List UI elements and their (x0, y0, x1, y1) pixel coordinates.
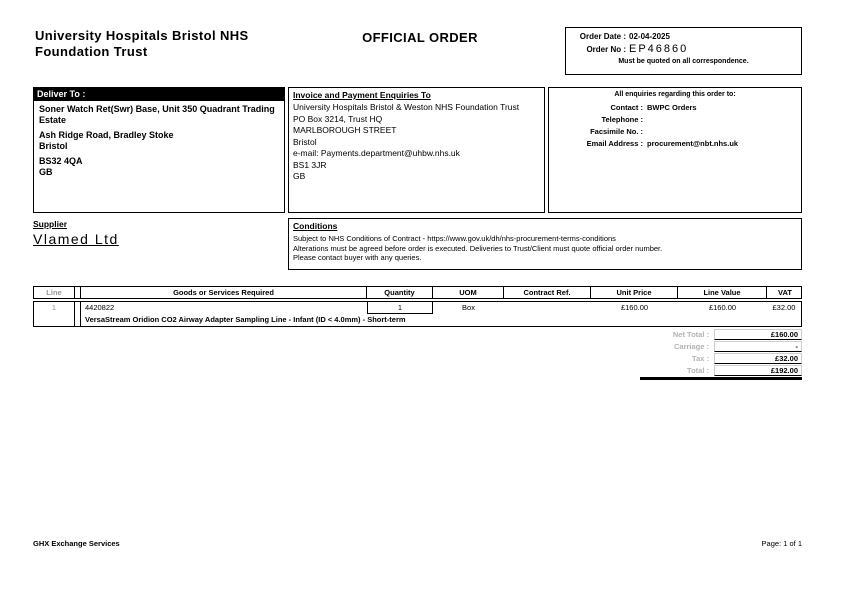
conditions-header: Conditions (293, 221, 338, 231)
col-header-contract-ref: Contract Ref. (504, 287, 591, 298)
row-vat: £32.00 (772, 303, 796, 312)
row-item-description: VersaStream Oridion CO2 Airway Adapter S… (85, 315, 406, 324)
email-label: Email Address : (586, 139, 643, 148)
carriage-value: - (714, 341, 802, 352)
invoice-line: University Hospitals Bristol & Weston NH… (293, 102, 520, 112)
items-table-header: Line Goods or Services Required Quantity… (33, 286, 802, 299)
contact-row: Contact : BWPC Orders (549, 102, 801, 114)
conditions-line: Subject to NHS Conditions of Contract - … (293, 234, 616, 243)
col-header-unit-price: Unit Price (591, 287, 678, 298)
tax-label: Tax : (692, 354, 709, 363)
invoice-line: GB (293, 171, 306, 181)
supplier-header: Supplier (33, 219, 68, 229)
row-line-value: £160.00 (708, 303, 737, 312)
col-header-line-value: Line Value (678, 287, 767, 298)
invoice-address: University Hospitals Bristol & Weston NH… (293, 102, 540, 183)
col-header-uom: UOM (433, 287, 504, 298)
table-row: 1 4420822 1 Box £160.00 £160.00 £32.00 V… (33, 301, 802, 327)
invoice-line: BS1 3JR (293, 159, 327, 170)
net-total-label: Net Total : (672, 330, 709, 339)
invoice-line: MARLBOROUGH STREET (293, 125, 397, 135)
telephone-row: Telephone : (549, 114, 801, 126)
deliver-to-address: Soner Watch Ret(Swr) Base, Unit 350 Quad… (34, 101, 284, 181)
deliver-to-header: Deliver To : (34, 88, 284, 101)
conditions-text: Subject to NHS Conditions of Contract - … (293, 234, 797, 263)
deliver-line: Soner Watch Ret(Swr) Base, Unit 350 Quad… (39, 104, 275, 125)
document-title: OFFICIAL ORDER (362, 30, 478, 45)
row-spacer-cell (75, 302, 81, 326)
trust-name-line2: Foundation Trust (35, 44, 148, 59)
order-no-row: Order No : EP46860 (566, 43, 801, 56)
order-date-row: Order Date : 02-04-2025 (566, 31, 801, 43)
invoice-line: Bristol (293, 136, 317, 147)
order-no-label: Order No : (586, 45, 626, 54)
facsimile-label: Facsimile No. : (590, 127, 643, 136)
contact-value: BWPC Orders (647, 103, 697, 112)
invoice-line: PO Box 3214, Trust HQ (293, 113, 383, 124)
order-date-label: Order Date : (579, 32, 626, 41)
conditions-line: Please contact buyer with any queries. (293, 253, 422, 262)
conditions-line: Alterations must be agreed before order … (293, 243, 663, 253)
col-header-goods: Goods or Services Required (81, 287, 367, 298)
order-info-box: Order Date : 02-04-2025 Order No : EP468… (565, 27, 802, 75)
col-header-quantity: Quantity (367, 287, 433, 298)
row-item-code: 4420822 (85, 303, 115, 312)
order-note: Must be quoted on all correspondence. (618, 58, 749, 65)
row-unit-price: £160.00 (620, 303, 649, 312)
telephone-label: Telephone : (601, 115, 643, 124)
invoice-email-line: e-mail: Payments.department@uhbw.nhs.uk (293, 148, 460, 158)
row-contract-ref (504, 302, 591, 314)
contact-label: Contact : (610, 103, 644, 112)
conditions-box: Conditions Subject to NHS Conditions of … (288, 218, 802, 270)
total-value: £192.00 (714, 365, 802, 376)
row-uom: Box (462, 303, 475, 312)
order-no-value: EP46860 (629, 43, 689, 55)
deliver-line: Bristol (39, 141, 68, 151)
net-total-value: £160.00 (714, 329, 802, 340)
invoice-enquiries-header: Invoice and Payment Enquiries To (293, 90, 431, 100)
trust-name: University Hospitals Bristol NHS Foundat… (35, 28, 315, 60)
deliver-to-box: Deliver To : Soner Watch Ret(Swr) Base, … (33, 87, 285, 213)
row-line-number: 1 (34, 302, 75, 326)
net-total-row: Net Total : £160.00 (640, 329, 802, 340)
row-quantity: 1 (367, 302, 433, 314)
supplier-name: Vlamed Ltd (33, 231, 119, 247)
order-date-value: 02-04-2025 (629, 32, 670, 41)
enquiries-contact-box: All enquiries regarding this order to: C… (548, 87, 802, 213)
deliver-line: Ash Ridge Road, Bradley Stoke (39, 130, 174, 140)
total-label: Total : (687, 366, 709, 375)
total-row: Total : £192.00 (640, 365, 802, 376)
deliver-line: GB (39, 167, 53, 177)
col-header-line: Line (34, 287, 75, 298)
deliver-line: BS32 4QA (39, 156, 83, 166)
facsimile-row: Facsimile No. : (549, 126, 801, 138)
tax-value: £32.00 (714, 353, 802, 364)
carriage-label: Carriage : (673, 342, 709, 351)
carriage-row: Carriage : - (640, 341, 802, 352)
footer-page-number: Page: 1 of 1 (761, 539, 802, 548)
email-value: procurement@nbt.nhs.uk (647, 139, 739, 148)
col-header-vat: VAT (778, 288, 792, 297)
tax-row: Tax : £32.00 (640, 353, 802, 364)
trust-name-line1: University Hospitals Bristol NHS (35, 28, 249, 43)
enquiries-header: All enquiries regarding this order to: (614, 91, 736, 98)
col-header-spacer (75, 287, 81, 298)
footer-service-name: GHX Exchange Services (33, 539, 120, 548)
total-rule (640, 377, 802, 380)
totals-section: Net Total : £160.00 Carriage : - Tax : £… (640, 329, 802, 380)
email-row: Email Address : procurement@nbt.nhs.uk (549, 138, 801, 150)
invoice-enquiries-box: Invoice and Payment Enquiries To Univers… (288, 87, 545, 213)
